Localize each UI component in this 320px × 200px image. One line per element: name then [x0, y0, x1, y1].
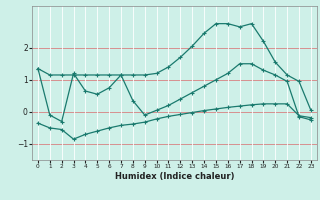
X-axis label: Humidex (Indice chaleur): Humidex (Indice chaleur) [115, 172, 234, 181]
